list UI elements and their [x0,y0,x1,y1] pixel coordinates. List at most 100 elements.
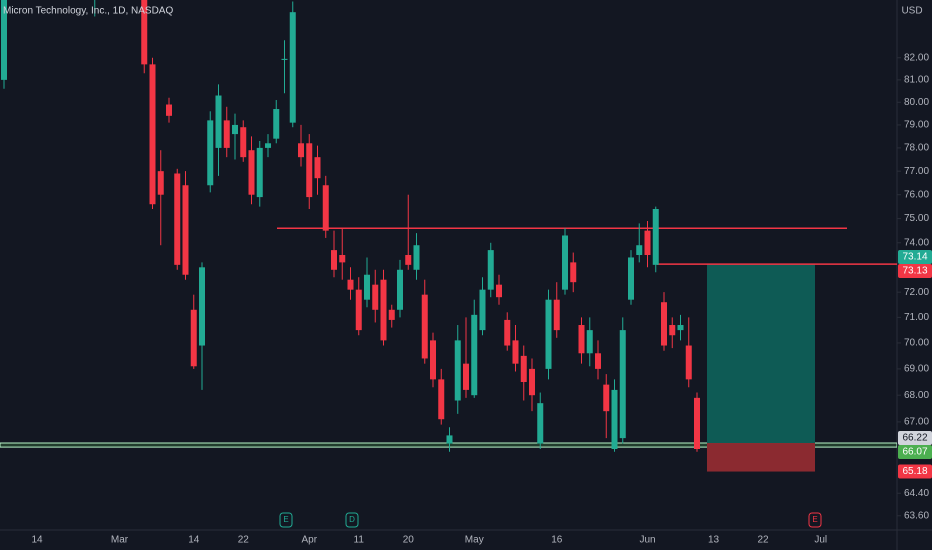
candle-body [232,124,238,135]
x-tick-label: 16 [551,535,563,546]
y-tick-label: 68.00 [904,390,929,401]
x-tick-label: May [465,535,484,546]
candle-body [388,309,395,320]
candle-body [223,120,230,148]
y-tick-label: 70.00 [904,338,929,349]
candle-body [619,330,626,439]
candle-body [479,289,486,331]
candle-body [504,319,511,346]
y-tick-label: 63.60 [904,510,929,521]
x-tick-label: Mar [111,535,129,546]
candle-body [487,250,494,290]
candle-body [446,435,453,444]
event-marker [279,512,293,528]
candle-body [570,262,577,283]
x-tick-label: Apr [301,535,317,546]
y-tick-label: 81.00 [904,75,929,86]
x-tick-label: 20 [403,535,415,546]
x-tick-label: 14 [31,535,43,546]
candle-body [166,104,172,116]
plot-area [0,0,897,472]
candle-body [256,147,263,198]
candle-body [652,209,659,265]
candle-body [463,363,469,390]
candle-body [298,143,304,158]
candle-body [438,379,445,420]
y-tick-label: 71.00 [904,312,929,323]
currency: USD [901,6,922,17]
candle-body [553,299,560,331]
x-tick-label: Jun [639,535,655,546]
candle-body [141,0,148,65]
candle-body [355,289,362,331]
price-label-box [898,445,932,460]
candle-body [281,58,288,60]
candle-body [314,157,321,179]
candle-body [694,397,700,450]
price-label: 73.13 [902,266,927,277]
event-marker [345,512,359,528]
candle-body [562,235,568,290]
axes: 82.00 81.00 80.00 79.00 78.00 77.00 76.00 75.00… [31,52,932,546]
y-tick-label: 64.40 [904,488,929,499]
candle-body [174,173,181,265]
candle-body [380,279,387,341]
target-zone [707,264,815,444]
candle-body [372,284,379,310]
x-tick-label: 13 [708,535,720,546]
candle-body [405,255,412,265]
candle-body [529,368,535,396]
price-label: 73.14 [902,252,927,263]
candle-body [339,255,346,263]
x-tick-label: 22 [238,535,250,546]
candle-body [157,171,164,195]
candle-body [413,245,420,270]
x-tick-label: 22 [757,535,769,546]
candle-body [265,143,271,148]
candle-body [636,245,643,256]
candle-body [149,64,156,205]
candle-body [248,150,255,195]
price-label-box [898,249,932,264]
event-label: E [283,515,288,524]
candle-body [611,389,618,450]
candle-body [644,230,651,256]
x-tick-label: Jul [814,535,827,546]
price-label-box [898,263,932,278]
price-label: 65.18 [902,466,927,477]
stop-zone [707,443,815,472]
candle-body [595,353,601,369]
candle-body [677,325,684,331]
candle-body [289,12,296,123]
x-tick-label: 11 [354,535,365,546]
candle-body [306,143,313,198]
candle-body [669,325,676,336]
candle-body [421,294,428,359]
price-label: 66.07 [902,447,927,458]
candle-body [207,120,214,186]
candle-body [661,302,667,346]
y-tick-label: 77.00 [904,166,929,177]
candle-body [199,267,205,346]
candle-body [322,185,329,231]
candle-body [512,340,519,364]
candle-body [545,299,552,369]
candle-body [578,325,585,354]
y-tick-label: 80.00 [904,97,929,108]
candle-body [628,257,634,300]
candle-body [364,274,370,300]
candle-body [471,314,478,396]
candle-body [496,284,502,298]
y-tick-label: 76.00 [904,189,929,200]
y-tick-label: 79.00 [904,120,929,131]
y-tick-label: 82.00 [904,52,929,63]
candle-body [430,340,436,380]
y-tick-label: 75.00 [904,213,929,224]
x-tick-label: 14 [188,535,200,546]
candle-body [454,340,461,401]
y-tick-label: 74.00 [904,237,929,248]
candle-body [240,127,247,158]
candle-body [182,185,189,275]
candle-body [190,309,197,367]
